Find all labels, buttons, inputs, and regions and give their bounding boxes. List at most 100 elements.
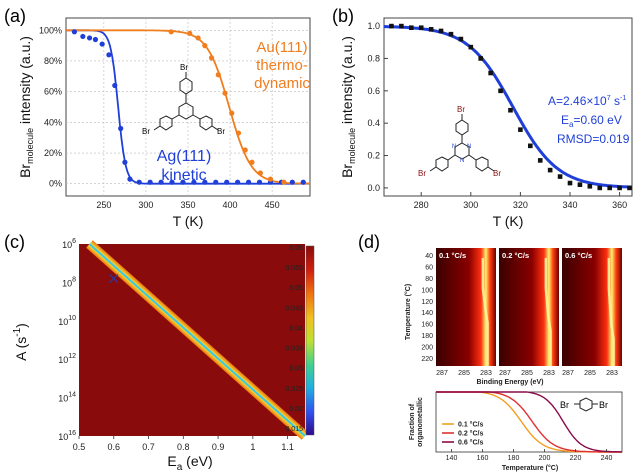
panel-d-lower-x-tick-label: 160 (477, 455, 489, 462)
panel-b-data-point (627, 185, 632, 191)
annotation-kinetic: kinetic (161, 167, 206, 184)
panel-c-y-tick-label: 1012 (58, 353, 76, 365)
panel-c-colorbar-tick-label: 0.06 (289, 245, 303, 252)
panel-b-y-tick-label: 0.8 (367, 53, 380, 63)
au111-data-point (242, 147, 248, 153)
panel-b-data-point (577, 182, 583, 187)
panel-d-lower-x-tick-label: 240 (601, 455, 613, 462)
ag111-data-point (245, 179, 252, 185)
ag111-data-point (127, 176, 133, 182)
panel-b-data-point (597, 185, 603, 191)
ag111-data-point (224, 179, 230, 185)
panel-a-x-axis-label: T (K) (173, 213, 204, 229)
panel-d-lower-x-axis-label: Temperature (°C) (502, 464, 558, 472)
panel-c-colorbar (305, 245, 315, 436)
ag111-data-point (118, 125, 124, 132)
panel-d-x-tick-label: 287 (562, 370, 574, 377)
panel-d-legend-label: 0.6 °C/s (458, 439, 483, 447)
panel-c-colorbar-tick-label: 0.05 (289, 285, 303, 292)
ag111-data-point (191, 179, 197, 185)
panel-d-x-tick-label: 285 (584, 370, 596, 377)
panel-c-colorbar-tick-label: 0.02 (289, 406, 303, 413)
panel-b-plot-frame (383, 17, 633, 197)
molecule-br-label: Br (142, 127, 150, 136)
panel-c-x-tick-label: 0.9 (212, 442, 225, 452)
panel-a-x-tick-label: 400 (223, 200, 238, 210)
panel-d-y-tick-label: 120 (421, 299, 433, 306)
panel-d-x-tick-label: 285 (458, 370, 470, 377)
panel-c-x-tick-label: 0.8 (177, 442, 190, 452)
panel-a-x-tick-label: 250 (96, 200, 111, 210)
panel-b-y-tick-label: 1.0 (367, 21, 380, 31)
panel-b-y-tick-label: 0.0 (367, 183, 380, 193)
panel-d-heatmap-label: 0.2 °C/s (502, 251, 529, 260)
panel-a-y-tick-label: 60% (44, 87, 62, 97)
panel-c-colorbar-tick-label: 0.015 (285, 426, 303, 433)
panel-b-data-point (418, 25, 424, 31)
panel-a-y-tick-label: 80% (44, 56, 62, 66)
panel-a-y-axis-label: Brmolecule intensity (a.u.) (17, 36, 35, 178)
panel-label-d: (d) (358, 232, 380, 252)
panel-c-x-tick-label: 1 (250, 442, 255, 452)
panel-d-y-tick-label: 40 (425, 253, 433, 260)
molecule-br-label: Br (418, 169, 426, 178)
molecule-dibromobenzene (574, 397, 598, 412)
panel-c-colorbar-tick-label: 0.045 (285, 305, 303, 312)
panel-b-data-point (547, 167, 553, 173)
au111-data-point (208, 55, 215, 61)
annotation-rmsd: RMSD=0.019 (557, 132, 630, 146)
panel-b-y-tick-label: 0.6 (367, 86, 380, 96)
panel-d-legend-label: 0.1 °C/s (458, 421, 483, 429)
au111-data-point (215, 72, 221, 78)
panel-b-data-point (448, 31, 454, 37)
annotation-au111: Au(111) (256, 39, 307, 56)
panel-d-heatmap-label: 0.6 °C/s (565, 251, 592, 260)
panel-c-y-tick-label: 106 (62, 238, 76, 250)
molecule-n-label: N (452, 144, 456, 150)
panel-b-data-point (537, 158, 543, 163)
annotation-ag111: Ag(111) (157, 148, 212, 165)
panel-c-valley (86, 240, 309, 440)
panel-b-data-point (557, 174, 563, 179)
panel-a-x-tick-label: 300 (138, 200, 153, 210)
panel-d-x-tick-label: 283 (480, 370, 492, 377)
panel-d-y-tick-label: 100 (421, 287, 433, 294)
panel-c-colorbar-tick-label: 0.035 (285, 346, 303, 353)
ag111-data-point (71, 29, 78, 35)
panel-label-c: (c) (4, 232, 25, 252)
au111-data-point (168, 29, 174, 35)
panel-d-y-axis-label: Temperature (°C) (404, 284, 412, 340)
panel-c-y-tick-label: 1014 (58, 392, 76, 404)
panel-d-y-tick-label: 180 (421, 333, 433, 340)
ag111-data-point (256, 179, 263, 185)
panel-b-data-point (428, 27, 434, 32)
panel-b-x-tick-label: 320 (513, 200, 528, 210)
au111-data-point (195, 35, 201, 41)
ag111-data-point (300, 179, 306, 185)
panel-c-x-tick-label: 0.5 (73, 442, 86, 452)
panel-b-fit-curve (384, 25, 632, 189)
panel-b-data-point (438, 28, 444, 34)
panel-b-x-axis-label: T (K) (493, 213, 524, 229)
ag111-data-point (169, 179, 175, 185)
panel-a-y-tick-label: 100% (39, 25, 62, 35)
au111-data-point (202, 43, 208, 49)
panel-c-x-axis-label: Ea (eV) (167, 453, 212, 472)
panel-d-legend-label: 0.2 °C/s (458, 430, 483, 438)
annotation-ea-value: Ea=0.60 eV (561, 113, 622, 129)
panel-d-x-tick-label: 283 (606, 370, 618, 377)
panel-d-lower-curve (436, 391, 622, 453)
ag111-data-point (158, 179, 164, 185)
panel-d-y-tick-label: 160 (421, 322, 433, 329)
panel-b-data-point (518, 127, 523, 132)
panel-b-x-tick-label: 300 (463, 200, 478, 210)
panel-d-lower-x-tick-label: 140 (446, 455, 458, 462)
panel-b-data-point (478, 56, 484, 61)
au111-data-point (281, 179, 287, 185)
au111-data-point (187, 30, 193, 36)
panel-d-x-tick-label: 287 (436, 370, 448, 377)
panel-a-y-tick-label: 40% (44, 117, 62, 127)
annotation-a-value: A=2.46×107 s-1 (548, 94, 626, 108)
molecule-br-label: Br (217, 127, 225, 136)
